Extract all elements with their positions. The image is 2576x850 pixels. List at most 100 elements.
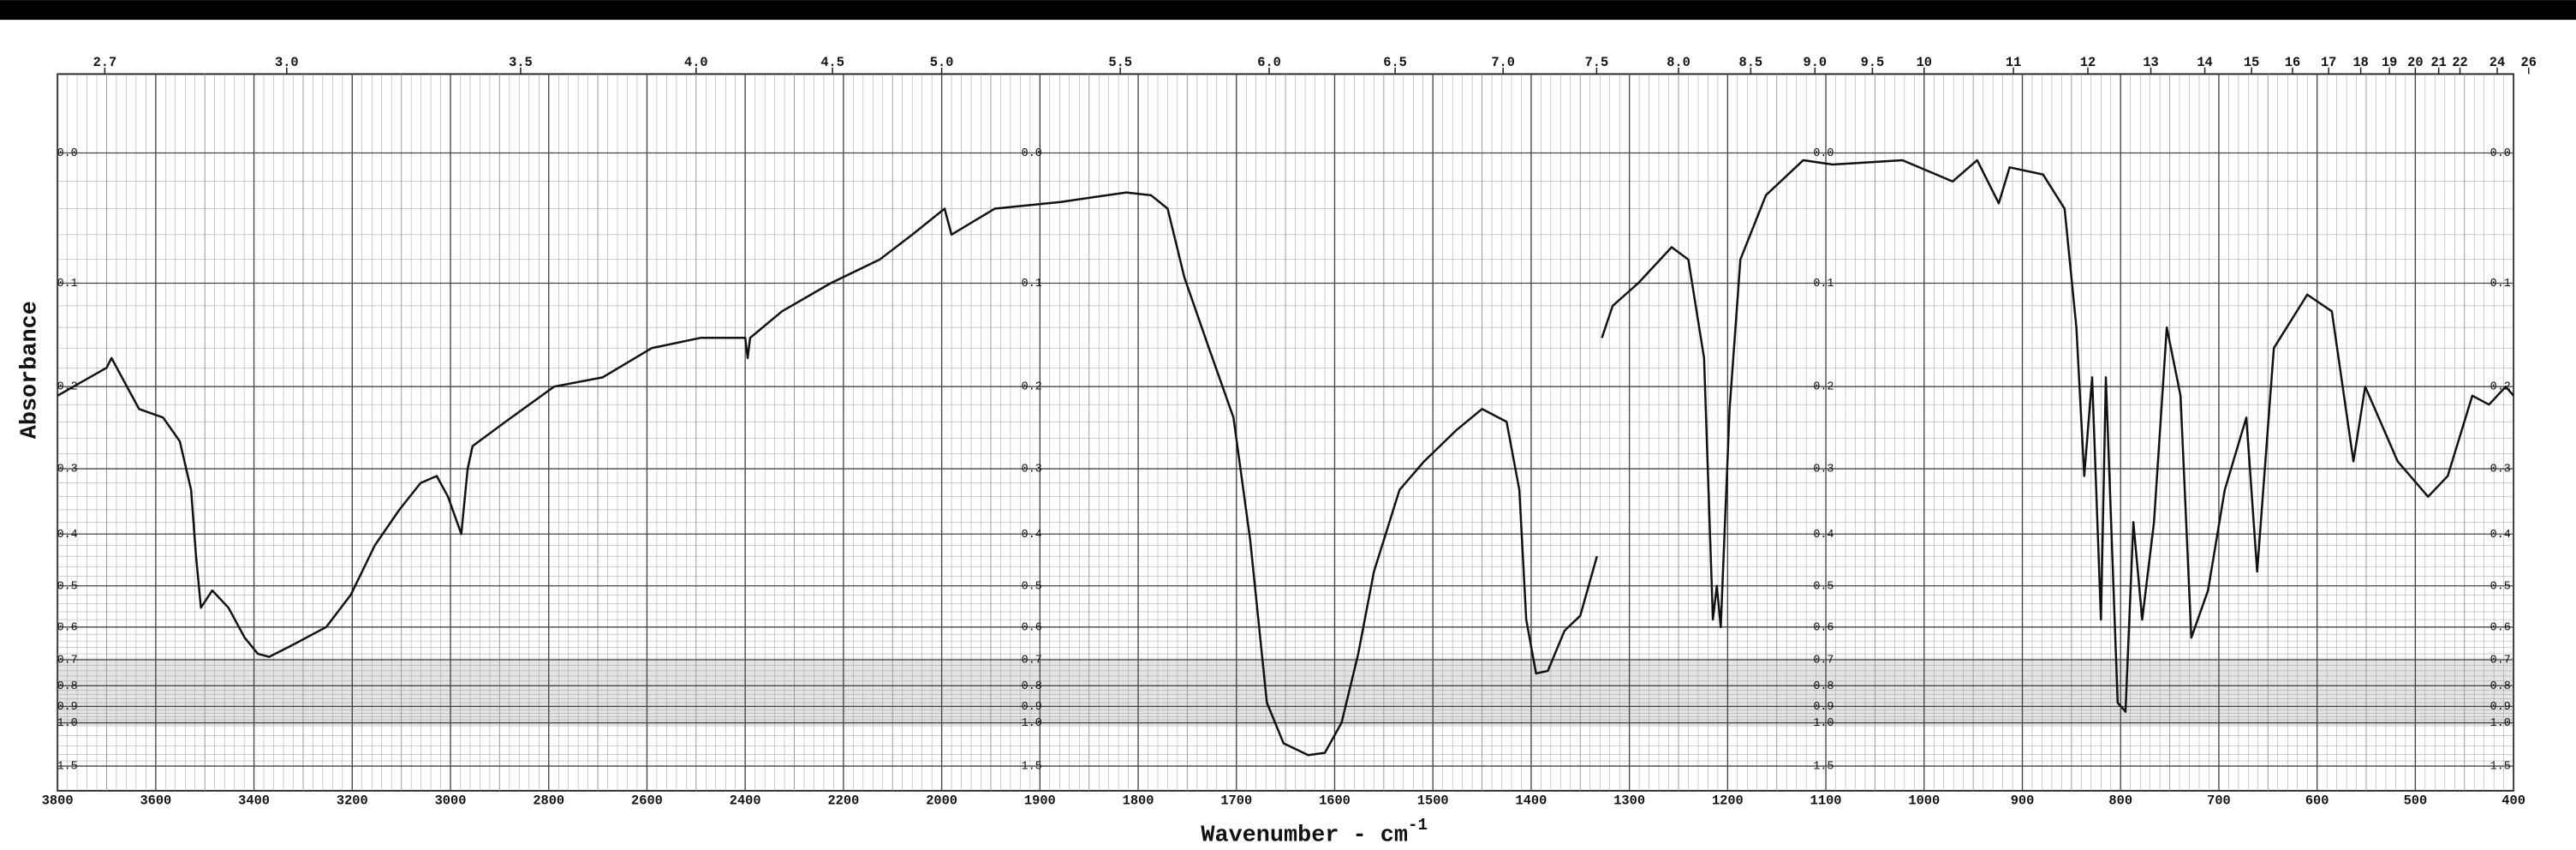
top-tick-label: 9.0 [1804,55,1828,70]
top-tick-label: 4.5 [820,55,844,70]
y-tick-label: 1.0 [1022,717,1042,730]
y-tick-label: 0.4 [1022,529,1042,542]
y-tick-label: 0.0 [2490,147,2511,160]
top-tick-label: 11 [2006,55,2021,70]
top-tick-label: 17 [2321,55,2336,70]
top-tick-label: 7.0 [1491,55,1515,70]
y-tick-label: 0.9 [1022,701,1042,714]
y-tick-label: 1.0 [2490,717,2511,730]
x-tick-label: 900 [2011,793,2035,808]
top-tick-label: 20 [2407,55,2423,70]
top-tick-label: 2.7 [93,55,117,70]
x-tick-label: 1900 [1024,793,1056,808]
x-axis-label-text: Wavenumber - cm [1201,823,1408,849]
top-tick-label: 22 [2452,55,2467,70]
x-tick-label: 400 [2501,793,2525,808]
top-tick-label: 12 [2080,55,2096,70]
y-tick-label: 0.6 [1022,621,1042,634]
x-tick-label: 2200 [827,793,859,808]
y-tick-label: 0.8 [1813,680,1834,693]
y-tick-label: 0.7 [1022,655,1042,667]
y-tick-label: 0.6 [1813,621,1834,634]
y-tick-label: 0.9 [2490,701,2511,714]
y-tick-label: 0.1 [1813,278,1834,290]
y-axis-label: Absorbance [18,301,44,439]
x-tick-label: 2000 [926,793,957,808]
top-tick-label: 16 [2285,55,2300,70]
x-tick-label: 3200 [337,793,368,808]
top-tick-label: 6.0 [1257,55,1281,70]
x-tick-label: 2800 [533,793,564,808]
y-tick-label: 0.0 [1813,147,1834,160]
x-tick-label: 1200 [1712,793,1744,808]
top-tick-label: 24 [2490,55,2505,70]
x-tick-label: 1600 [1319,793,1351,808]
y-tick-label: 1.0 [57,717,78,730]
y-tick-label: 0.9 [1813,701,1834,714]
top-tick-label: 14 [2197,55,2212,70]
y-tick-label: 0.7 [1813,655,1834,667]
x-tick-label: 1400 [1516,793,1547,808]
y-tick-label: 1.5 [1813,761,1834,774]
x-tick-label: 3000 [435,793,467,808]
y-tick-label: 1.0 [1813,717,1834,730]
y-tick-label: 0.4 [1813,529,1834,542]
y-tick-label: 0.5 [2490,580,2511,593]
y-tick-label: 0.5 [1022,580,1042,593]
x-tick-label: 1500 [1417,793,1449,808]
top-tick-label: 19 [2382,55,2397,70]
y-tick-label: 0.5 [57,580,78,593]
x-tick-label: 1000 [1908,793,1940,808]
y-tick-label: 0.8 [57,680,78,693]
y-tick-label: 0.5 [1813,580,1834,593]
y-tick-label: 0.2 [2490,381,2511,394]
x-tick-label: 1700 [1220,793,1252,808]
y-tick-label: 0.2 [1813,381,1834,394]
x-tick-label: 1100 [1810,793,1842,808]
y-tick-label: 0.7 [57,655,78,667]
top-tick-label: 3.5 [509,55,533,70]
y-tick-label: 0.1 [2490,278,2511,290]
y-tick-label: 0.7 [2490,655,2511,667]
top-tick-label: 9.5 [1861,55,1885,70]
y-tick-label: 0.4 [2490,529,2511,542]
y-tick-label: 0.6 [57,621,78,634]
y-tick-label: 0.4 [57,529,78,542]
y-tick-label: 0.2 [1022,381,1042,394]
spectrum-line [57,159,2515,757]
y-tick-label: 0.9 [57,701,78,714]
x-axis-label-superscript: -1 [1408,816,1428,835]
y-tick-label: 0.6 [2490,621,2511,634]
top-tick-label: 21 [2430,55,2446,70]
y-tick-label: 0.8 [1022,680,1042,693]
top-tick-label: 8.0 [1667,55,1690,70]
x-tick-label: 3600 [140,793,171,808]
x-tick-label: 500 [2404,793,2428,808]
x-tick-label: 2400 [730,793,761,808]
x-axis-label: Wavenumber - cm-1 [1201,816,1428,849]
x-tick-label: 2600 [631,793,663,808]
y-tick-label: 0.1 [1022,278,1042,290]
x-tick-label: 1800 [1123,793,1154,808]
y-tick-label: 1.5 [1022,761,1042,774]
y-tick-label: 1.5 [2490,761,2511,774]
top-band [0,0,2576,21]
top-tick-label: 13 [2143,55,2158,70]
x-tick-label: 800 [2108,793,2132,808]
top-tick-label: 26 [2521,55,2537,70]
top-tick-label: 4.0 [684,55,708,70]
y-tick-label: 0.2 [57,381,78,394]
x-tick-label: 3400 [238,793,270,808]
y-tick-label: 0.1 [57,278,78,290]
y-tick-label: 0.3 [1022,464,1042,476]
x-tick-label: 1300 [1613,793,1645,808]
y-tick-label: 0.3 [1813,464,1834,476]
x-tick-label: 600 [2305,793,2329,808]
y-tick-label: 1.5 [57,761,78,774]
top-tick-label: 3.0 [275,55,299,70]
top-tick-label: 5.0 [930,55,954,70]
x-tick-label: 3800 [42,793,74,808]
top-tick-label: 18 [2352,55,2368,70]
top-tick-label: 10 [1917,55,1932,70]
